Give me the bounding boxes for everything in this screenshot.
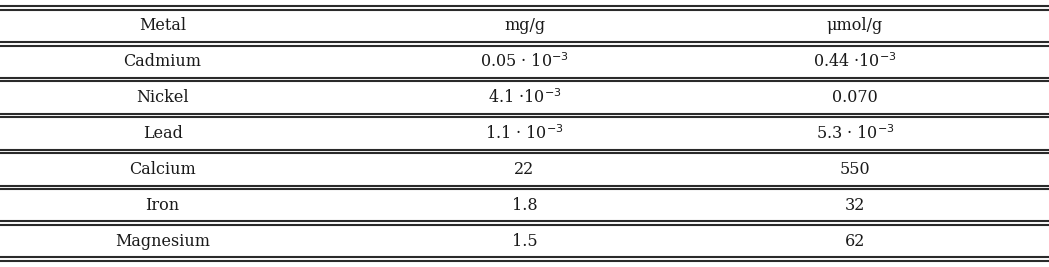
Text: Calcium: Calcium bbox=[129, 161, 196, 178]
Text: 0.44 ·10$^{-3}$: 0.44 ·10$^{-3}$ bbox=[813, 52, 897, 71]
Text: 4.1 ·10$^{-3}$: 4.1 ·10$^{-3}$ bbox=[488, 88, 561, 107]
Text: 22: 22 bbox=[514, 161, 535, 178]
Text: 0.05 · 10$^{-3}$: 0.05 · 10$^{-3}$ bbox=[480, 52, 569, 71]
Text: Metal: Metal bbox=[140, 17, 186, 34]
Text: Cadmium: Cadmium bbox=[124, 53, 201, 70]
Text: 550: 550 bbox=[839, 161, 871, 178]
Text: 0.070: 0.070 bbox=[832, 89, 878, 106]
Text: μmol/g: μmol/g bbox=[827, 17, 883, 34]
Text: Nickel: Nickel bbox=[136, 89, 189, 106]
Text: 1.5: 1.5 bbox=[512, 233, 537, 250]
Text: 1.1 · 10$^{-3}$: 1.1 · 10$^{-3}$ bbox=[485, 124, 564, 143]
Text: 1.8: 1.8 bbox=[512, 197, 537, 214]
Text: Iron: Iron bbox=[146, 197, 179, 214]
Text: 32: 32 bbox=[844, 197, 865, 214]
Text: Magnesium: Magnesium bbox=[115, 233, 210, 250]
Text: 5.3 · 10$^{-3}$: 5.3 · 10$^{-3}$ bbox=[815, 124, 895, 143]
Text: Lead: Lead bbox=[143, 125, 183, 142]
Text: mg/g: mg/g bbox=[504, 17, 545, 34]
Text: 62: 62 bbox=[844, 233, 865, 250]
